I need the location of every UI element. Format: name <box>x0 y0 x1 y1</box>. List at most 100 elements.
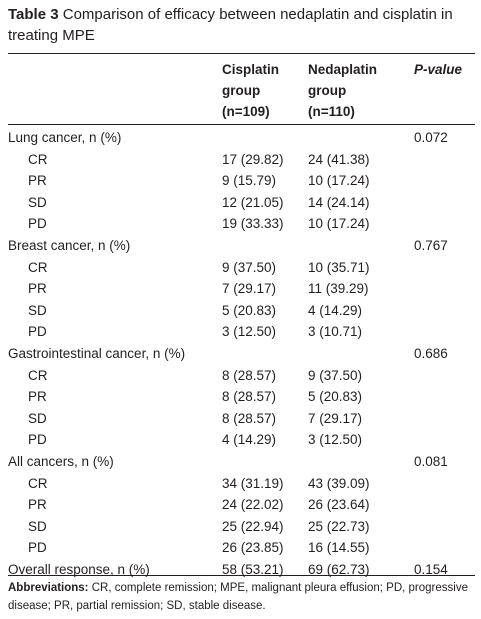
cisplatin-cell: 17 (29.82) <box>222 151 284 167</box>
cisplatin-cell: 3 (12.50) <box>222 324 277 340</box>
table-row: CR 34 (31.19) 43 (39.09) <box>0 473 481 495</box>
row-label: SD <box>28 302 47 318</box>
nedaplatin-cell: 10 (17.24) <box>308 173 370 189</box>
nedaplatin-cell: 24 (41.38) <box>308 151 370 167</box>
header-p-value: P-value <box>414 59 462 80</box>
header-nedaplatin-line: Nedaplatin <box>308 62 378 77</box>
row-label: Breast cancer, n (%) <box>8 238 131 253</box>
row-label: CR <box>28 367 48 383</box>
header-rule <box>8 124 475 125</box>
p-value-cell: 0.686 <box>414 346 448 361</box>
header-nedaplatin: Nedaplatin group (n=110) <box>308 59 377 122</box>
table-row: PR 9 (15.79) 10 (17.24) <box>0 170 481 192</box>
table-row: All cancers, n (%) 0.081 <box>0 451 481 473</box>
table-row: Lung cancer, n (%) 0.072 <box>0 127 481 149</box>
table-row: PD 4 (14.29) 3 (12.50) <box>0 429 481 451</box>
table-row: Gastrointestinal cancer, n (%) 0.686 <box>0 343 481 365</box>
cisplatin-cell: 4 (14.29) <box>222 432 277 448</box>
header-p-value-label: P-value <box>414 62 463 77</box>
cisplatin-cell: 8 (28.57) <box>222 410 277 426</box>
p-value-cell: 0.767 <box>414 238 448 253</box>
table-row: PR 7 (29.17) 11 (39.29) <box>0 278 481 300</box>
footnote: Abbreviations: CR, complete remission; M… <box>8 579 474 615</box>
row-label: PR <box>28 173 47 189</box>
cisplatin-cell: 26 (23.85) <box>222 540 284 556</box>
nedaplatin-cell: 10 (35.71) <box>308 259 370 275</box>
table-row: Overall response, n (%) 58 (53.21) 69 (62.… <box>0 559 481 581</box>
cisplatin-cell: 34 (31.19) <box>222 475 284 491</box>
cisplatin-cell: 19 (33.33) <box>222 216 284 232</box>
bottom-rule <box>8 575 475 576</box>
header-nedaplatin-line: group <box>308 83 347 98</box>
header-cisplatin-line: (n=109) <box>222 104 270 119</box>
row-label: CR <box>28 259 48 275</box>
row-label: PD <box>28 432 47 448</box>
table-row: PR 8 (28.57) 5 (20.83) <box>0 386 481 408</box>
row-label: CR <box>28 151 48 167</box>
row-label: Overall response, n (%) <box>8 562 150 577</box>
row-label: PD <box>28 324 47 340</box>
top-rule <box>8 53 475 54</box>
nedaplatin-cell: 16 (14.55) <box>308 540 370 556</box>
table-row: CR 17 (29.82) 24 (41.38) <box>0 149 481 171</box>
cisplatin-cell: 8 (28.57) <box>222 367 277 383</box>
table-row: PD 3 (12.50) 3 (10.71) <box>0 321 481 343</box>
p-value-cell: 0.154 <box>414 562 448 577</box>
header-nedaplatin-line: (n=110) <box>308 104 355 119</box>
row-label: All cancers, n (%) <box>8 454 114 469</box>
p-value-cell: 0.072 <box>414 130 448 145</box>
row-label: PD <box>28 216 47 232</box>
row-label: PR <box>28 281 47 297</box>
nedaplatin-cell: 11 (39.29) <box>308 281 369 297</box>
row-label: SD <box>28 410 47 426</box>
p-value-cell: 0.081 <box>414 454 448 469</box>
cisplatin-cell: 8 (28.57) <box>222 389 277 405</box>
cisplatin-cell: 58 (53.21) <box>222 562 284 577</box>
nedaplatin-cell: 26 (23.64) <box>308 497 370 513</box>
cisplatin-cell: 25 (22.94) <box>222 518 284 534</box>
cisplatin-cell: 7 (29.17) <box>222 281 277 297</box>
nedaplatin-cell: 4 (14.29) <box>308 302 363 318</box>
table-caption: Table 3 Comparison of efficacy between n… <box>8 4 476 46</box>
nedaplatin-cell: 25 (22.73) <box>308 518 370 534</box>
table-row: SD 25 (22.94) 25 (22.73) <box>0 516 481 538</box>
cisplatin-cell: 9 (37.50) <box>222 259 277 275</box>
table-row: SD 5 (20.83) 4 (14.29) <box>0 300 481 322</box>
nedaplatin-cell: 3 (10.71) <box>308 324 363 340</box>
table-row: PD 19 (33.33) 10 (17.24) <box>0 213 481 235</box>
row-label: Gastrointestinal cancer, n (%) <box>8 346 186 361</box>
nedaplatin-cell: 43 (39.09) <box>308 475 370 491</box>
header-cisplatin-line: group <box>222 83 261 98</box>
table-row: CR 8 (28.57) 9 (37.50) <box>0 365 481 387</box>
cisplatin-cell: 12 (21.05) <box>222 194 284 210</box>
table-row: SD 8 (28.57) 7 (29.17) <box>0 408 481 430</box>
row-label: SD <box>28 518 47 534</box>
table-row: PD 26 (23.85) 16 (14.55) <box>0 537 481 559</box>
header-cisplatin-line: Cisplatin <box>222 62 280 77</box>
table-row: CR 9 (37.50) 10 (35.71) <box>0 257 481 279</box>
nedaplatin-cell: 5 (20.83) <box>308 389 363 405</box>
nedaplatin-cell: 14 (24.14) <box>308 194 370 210</box>
nedaplatin-cell: 7 (29.17) <box>308 410 363 426</box>
row-label: PR <box>28 389 47 405</box>
header-cisplatin: Cisplatin group (n=109) <box>222 59 279 122</box>
nedaplatin-cell: 10 (17.24) <box>308 216 370 232</box>
row-label: PR <box>28 497 47 513</box>
nedaplatin-cell: 69 (62.73) <box>308 562 370 577</box>
nedaplatin-cell: 9 (37.50) <box>308 367 363 383</box>
table-title: Comparison of efficacy between nedaplati… <box>8 6 453 44</box>
row-label: CR <box>28 475 48 491</box>
cisplatin-cell: 24 (22.02) <box>222 497 284 513</box>
nedaplatin-cell: 3 (12.50) <box>308 432 363 448</box>
table-label: Table 3 <box>8 6 59 23</box>
footnote-text: CR, complete remission; MPE, malignant p… <box>8 582 468 612</box>
row-label: SD <box>28 194 47 210</box>
table-row: SD 12 (21.05) 14 (24.14) <box>0 192 481 214</box>
cisplatin-cell: 5 (20.83) <box>222 302 277 318</box>
row-label: PD <box>28 540 47 556</box>
row-label: Lung cancer, n (%) <box>8 130 122 145</box>
cisplatin-cell: 9 (15.79) <box>222 173 277 189</box>
table-row: Breast cancer, n (%) 0.767 <box>0 235 481 257</box>
footnote-label: Abbreviations: <box>8 582 89 594</box>
table-row: PR 24 (22.02) 26 (23.64) <box>0 494 481 516</box>
